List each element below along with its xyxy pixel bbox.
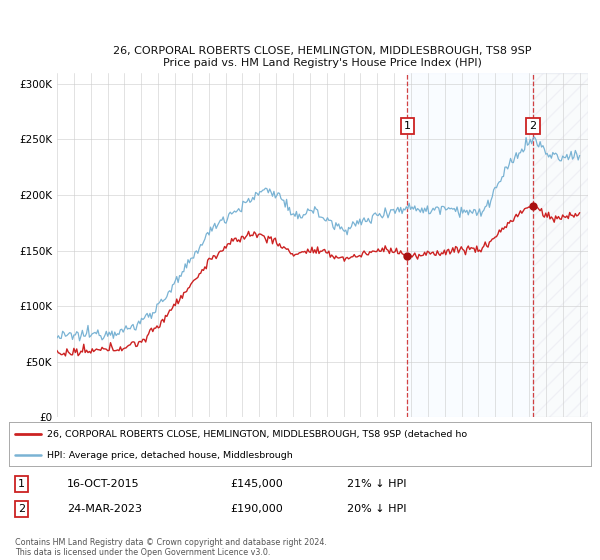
Text: £145,000: £145,000 xyxy=(230,479,283,489)
Text: Contains HM Land Registry data © Crown copyright and database right 2024.
This d: Contains HM Land Registry data © Crown c… xyxy=(15,538,327,557)
Bar xyxy=(407,73,533,417)
Text: HPI: Average price, detached house, Middlesbrough: HPI: Average price, detached house, Midd… xyxy=(47,450,293,460)
Text: 21% ↓ HPI: 21% ↓ HPI xyxy=(347,479,406,489)
Text: 2: 2 xyxy=(529,121,536,131)
Text: 20% ↓ HPI: 20% ↓ HPI xyxy=(347,504,406,514)
Text: 26, CORPORAL ROBERTS CLOSE, HEMLINGTON, MIDDLESBROUGH, TS8 9SP (detached ho: 26, CORPORAL ROBERTS CLOSE, HEMLINGTON, … xyxy=(47,430,467,438)
Text: 2: 2 xyxy=(18,504,25,514)
Text: £190,000: £190,000 xyxy=(230,504,283,514)
Bar xyxy=(533,73,588,417)
Title: 26, CORPORAL ROBERTS CLOSE, HEMLINGTON, MIDDLESBROUGH, TS8 9SP
Price paid vs. HM: 26, CORPORAL ROBERTS CLOSE, HEMLINGTON, … xyxy=(113,46,532,68)
Text: 1: 1 xyxy=(19,479,25,489)
Text: 16-OCT-2015: 16-OCT-2015 xyxy=(67,479,140,489)
Text: 1: 1 xyxy=(404,121,411,131)
Bar xyxy=(533,73,588,417)
Text: 24-MAR-2023: 24-MAR-2023 xyxy=(67,504,142,514)
